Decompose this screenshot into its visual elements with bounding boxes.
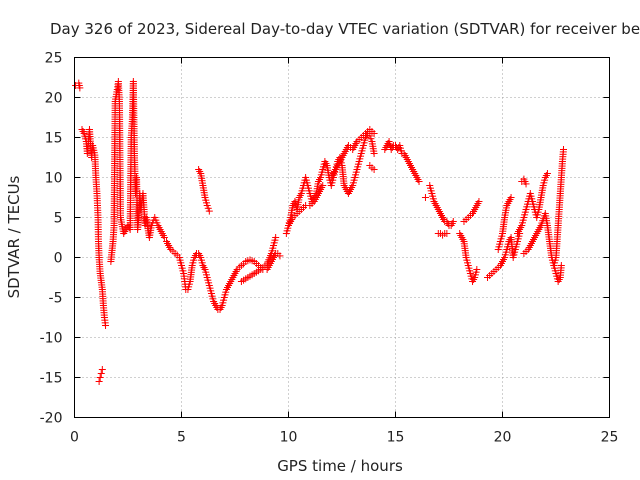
data-point	[543, 170, 551, 177]
data-point	[205, 207, 213, 215]
x-tick-label: 5	[177, 430, 186, 446]
data-point	[97, 370, 105, 377]
data-point	[475, 198, 483, 205]
y-tick-label: -20	[40, 411, 63, 427]
data-point	[443, 230, 451, 237]
data-point	[449, 218, 457, 225]
grid	[74, 57, 610, 418]
data-point	[507, 194, 515, 201]
x-tick-label: 25	[601, 430, 619, 446]
data-point	[98, 366, 106, 373]
y-tick-label: 5	[54, 211, 63, 227]
data-point	[473, 266, 481, 273]
data-point	[370, 130, 378, 137]
axes-ticks: 0 5 10 15 20 25 -20 -15 -10 -5 0 5 10 15 20 25	[40, 51, 619, 446]
data-point	[557, 262, 565, 269]
y-tick-label: 0	[54, 251, 63, 267]
y-tick-label: 15	[45, 131, 63, 147]
y-tick-label: -15	[40, 371, 63, 387]
data-point	[370, 166, 378, 173]
x-tick-label: 20	[494, 430, 512, 446]
y-tick-label: -10	[40, 331, 63, 347]
data-point	[319, 182, 327, 189]
x-axis-title: GPS time / hours	[277, 457, 403, 475]
plot-frame	[74, 57, 610, 418]
data-point	[370, 150, 378, 157]
data-point	[559, 146, 567, 153]
y-tick-label: 10	[45, 171, 63, 187]
y-tick-label: -5	[49, 291, 63, 307]
data-point	[76, 84, 84, 92]
data-point	[522, 180, 530, 188]
data-point	[421, 194, 429, 201]
data-point	[415, 178, 423, 185]
data-point	[102, 322, 110, 329]
x-tick-label: 10	[280, 430, 298, 446]
data-point	[95, 378, 103, 385]
data-points	[72, 78, 567, 385]
chart-title: Day 326 of 2023, Sidereal Day-to-day VTE…	[50, 20, 640, 38]
data-point	[272, 234, 280, 241]
x-tick-label: 15	[387, 430, 405, 446]
data-point	[96, 374, 104, 381]
x-tick-label: 0	[70, 430, 79, 446]
y-tick-label: 20	[45, 91, 63, 107]
data-point	[160, 234, 168, 241]
y-tick-label: 25	[45, 51, 63, 67]
data-point	[276, 252, 284, 260]
y-axis-title: SDTVAR / TECUs	[5, 175, 23, 298]
